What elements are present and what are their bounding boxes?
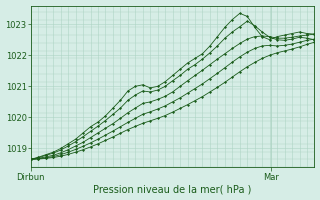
X-axis label: Pression niveau de la mer( hPa ): Pression niveau de la mer( hPa ) (93, 184, 252, 194)
